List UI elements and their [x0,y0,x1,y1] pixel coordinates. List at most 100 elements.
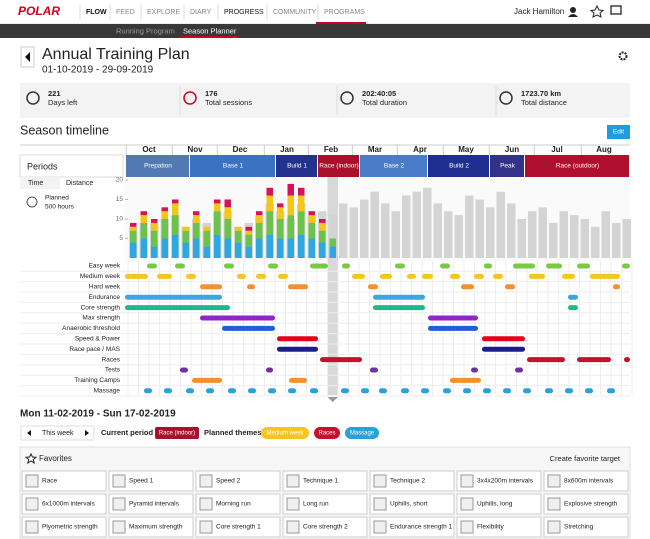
period-label[interactable]: Build 1 [287,163,307,170]
theme-bar[interactable] [407,273,416,279]
favorite-label[interactable]: Long run [303,501,329,508]
favorite-icon[interactable] [547,520,561,534]
theme-bar[interactable] [268,263,278,269]
period-segment[interactable] [360,155,427,177]
subnav-item[interactable]: Running Program [116,26,175,35]
create-favorite[interactable]: Create favorite target [550,454,621,463]
nav-item[interactable]: COMMUNITY [273,9,316,16]
theme-bar[interactable] [443,388,451,394]
period-segment[interactable] [525,155,629,177]
edit-button[interactable] [607,125,630,139]
theme-bar[interactable] [484,263,492,269]
favorite-label[interactable]: Endurance strength 1 [390,524,453,531]
favorite-tile[interactable] [456,516,542,538]
theme-bar[interactable] [237,273,246,279]
favorite-tile[interactable] [21,516,107,538]
theme-bar[interactable] [483,388,491,394]
theme-bar[interactable] [288,388,296,394]
theme-bar[interactable] [247,284,255,290]
favorite-label[interactable]: Uphills, short [390,501,428,508]
theme-bar[interactable] [370,367,378,373]
theme-bar[interactable] [180,367,188,373]
favorite-label[interactable]: Race [42,478,58,485]
theme-bar[interactable] [624,357,630,363]
theme-bar[interactable] [277,336,318,342]
favorite-label[interactable]: Pyramid intervals [129,501,180,508]
theme-bar[interactable] [256,273,266,279]
theme-bar[interactable] [461,284,474,290]
favorite-icon[interactable] [199,497,213,511]
theme-bar[interactable] [310,263,328,269]
theme-bar[interactable] [622,263,630,269]
favorite-label[interactable]: 6x1000m intervals [42,501,95,508]
theme-bar[interactable] [395,263,405,269]
theme-bar[interactable] [373,305,425,311]
favorite-tile[interactable] [543,470,629,492]
favorite-label[interactable]: Speed 1 [129,478,154,485]
period-label[interactable]: Prepation [144,163,172,170]
theme-bar[interactable] [186,388,194,394]
favorite-tile[interactable] [195,470,281,492]
theme-bar[interactable] [125,305,230,311]
favorite-icon[interactable] [286,474,300,488]
theme-bar[interactable] [147,263,157,269]
theme-bar[interactable] [222,325,275,331]
period-label[interactable]: Base 1 [223,163,244,170]
favorite-label[interactable]: Uphills, long [477,501,513,508]
favorite-tile[interactable] [369,493,455,515]
favorite-tile[interactable] [282,470,368,492]
favorite-tile[interactable] [108,493,194,515]
subnav-item-active[interactable]: Season Planner [183,26,237,35]
tab-time[interactable] [20,177,60,189]
favorite-icon[interactable] [460,520,474,534]
favorite-icon[interactable] [460,474,474,488]
theme-bar[interactable] [200,315,275,321]
theme-bar[interactable] [352,273,365,279]
favorite-icon[interactable] [286,520,300,534]
favorite-label[interactable]: 8x600m intervals [564,478,614,485]
theme-bar[interactable] [277,346,318,352]
favorite-tile[interactable] [456,493,542,515]
favorite-tile[interactable] [21,470,107,492]
theme-bar[interactable] [373,294,425,300]
favorite-icon[interactable] [25,520,39,534]
period-segment[interactable] [190,155,275,177]
theme-bar[interactable] [482,346,525,352]
favorite-tile[interactable] [21,493,107,515]
theme-bar[interactable] [206,388,214,394]
star-icon[interactable] [589,4,605,18]
theme-bar[interactable] [421,388,429,394]
theme-bar[interactable] [450,273,460,279]
theme-bar[interactable] [450,377,481,383]
theme-bar[interactable] [463,388,471,394]
favorite-icon[interactable] [373,474,387,488]
theme-bar[interactable] [568,294,578,300]
user-icon[interactable] [570,7,576,13]
theme-bar[interactable] [224,263,234,269]
period-segment[interactable] [428,155,489,177]
favorite-icon[interactable] [547,497,561,511]
favorite-label[interactable]: Stretching [564,524,594,531]
favorite-icon[interactable] [460,497,474,511]
theme-bar[interactable] [565,388,573,394]
theme-bar[interactable] [157,273,172,279]
favorite-icon[interactable] [112,474,126,488]
tab-label[interactable]: Time [28,180,43,187]
favorite-label[interactable]: Flexibility [477,524,504,531]
period-segment[interactable] [318,155,359,177]
favorite-icon[interactable] [112,497,126,511]
theme-bar[interactable] [577,357,611,363]
theme-bar[interactable] [428,325,478,331]
favorite-tile[interactable] [108,470,194,492]
this-week[interactable]: This week [42,430,74,437]
theme-bar[interactable] [266,367,273,373]
brand[interactable]: POLAR [18,4,60,18]
theme-bar[interactable] [200,284,222,290]
nav-item[interactable]: FEED [116,9,135,16]
favorite-icon[interactable] [373,497,387,511]
theme-bar[interactable] [125,294,222,300]
favorite-label[interactable]: Technique 1 [303,478,338,485]
theme-bar[interactable] [428,315,478,321]
theme-bar[interactable] [471,367,478,373]
favorite-icon[interactable] [25,497,39,511]
